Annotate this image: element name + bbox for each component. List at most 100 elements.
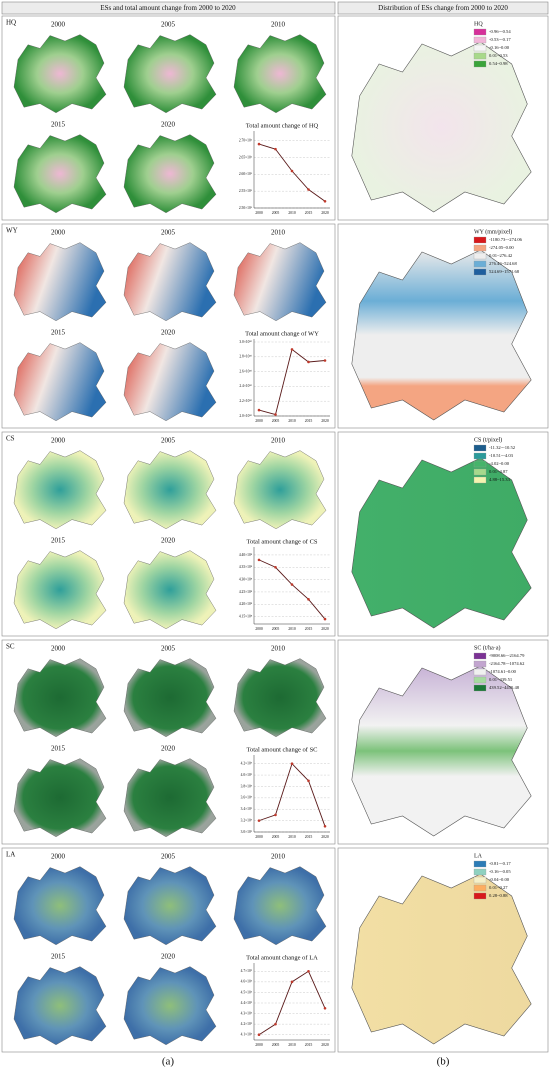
x-tick-label: 2020 [321, 627, 329, 631]
panel-frame [337, 223, 549, 429]
y-tick-label: 4.5×10⁵ [241, 990, 253, 994]
point [307, 779, 310, 783]
y-tick-label: 4.0×10⁹ [241, 773, 253, 777]
panel-frame [1, 223, 336, 429]
legend-label: -0.53~-0.17 [489, 37, 511, 42]
x-tick-label: 2000 [255, 1043, 263, 1047]
map [13, 450, 107, 530]
header-cell [1, 1, 336, 15]
x-tick-label: 2015 [305, 1043, 313, 1047]
legend-label: 0.01~4.87 [489, 469, 508, 474]
x-tick-label: 2000 [255, 211, 263, 215]
y-tick-label: 3.8×10⁹ [241, 784, 253, 788]
legend-swatch [473, 236, 487, 244]
service-label: SC [6, 643, 15, 651]
year-label: 2015 [51, 537, 66, 545]
year-label: 2020 [161, 953, 176, 961]
year-label: 2010 [271, 229, 286, 237]
y-tick-label: 2.60×10⁶ [239, 172, 253, 176]
year-label: 2005 [161, 229, 176, 237]
point [290, 762, 294, 765]
x-tick-label: 2020 [321, 835, 329, 839]
point [307, 598, 310, 601]
legend-label: -0.16~0.00 [489, 45, 510, 50]
panel-frame [337, 847, 549, 1053]
legend-swatch [473, 676, 487, 684]
map [123, 242, 217, 322]
year-label: 2005 [161, 853, 176, 861]
map [13, 966, 107, 1046]
y-tick-label: 4.30×10⁸ [239, 577, 253, 581]
legend-label: -9008.66~-2164.79 [489, 653, 525, 658]
map [13, 34, 107, 114]
panel-label: (a) [162, 1056, 175, 1068]
legend-label: 0.01~439.51 [489, 677, 513, 682]
map [13, 550, 107, 630]
x-tick-label: 2015 [305, 419, 313, 423]
change-map [350, 41, 533, 213]
map [123, 658, 217, 738]
year-label: 2005 [161, 645, 176, 653]
y-tick-label: 3.2×10⁹ [241, 818, 253, 822]
year-label: 2000 [51, 229, 66, 237]
y-tick-label: 2.8×10¹⁰ [239, 355, 252, 359]
legend-label: 524.69~1571.68 [489, 269, 520, 274]
legend-label: 0.01~0.53 [489, 53, 508, 58]
x-tick-label: 2010 [288, 211, 296, 215]
legend-label: 0.01~0.27 [489, 885, 508, 890]
legend-swatch [473, 460, 487, 468]
legend-swatch [473, 652, 487, 660]
map [123, 34, 217, 114]
point [307, 188, 310, 191]
panel-frame [337, 639, 549, 845]
x-tick-label: 2015 [305, 627, 313, 631]
x-tick-label: 2010 [288, 419, 296, 423]
year-label: 2010 [271, 21, 286, 29]
year-label: 2005 [161, 437, 176, 445]
panel-frame [1, 639, 336, 845]
year-label: 2015 [51, 953, 66, 961]
change-map [350, 665, 533, 837]
year-label: 2010 [271, 853, 286, 861]
y-tick-label: 2.4×10¹⁰ [239, 384, 252, 388]
panel-frame [1, 15, 336, 221]
legend-label: 0.01~276.42 [489, 253, 513, 258]
point [257, 1033, 261, 1037]
point [290, 348, 294, 351]
legend-label: -11.32~-10.52 [489, 445, 516, 450]
legend-title: CS (t/pixel) [474, 436, 502, 443]
legend-swatch [473, 668, 487, 676]
service-label: LA [6, 851, 15, 859]
point [257, 142, 261, 146]
legend-label: -1074.61~0.00 [489, 669, 517, 674]
map [123, 550, 217, 630]
year-label: 2010 [271, 645, 286, 653]
line [258, 559, 326, 620]
y-tick-label: 3.6×10⁹ [241, 796, 253, 800]
legend-swatch [473, 868, 487, 876]
legend-swatch [473, 660, 487, 668]
legend-label: -1180.73~-274.06 [489, 237, 523, 242]
y-tick-label: 2.0×10¹⁰ [239, 414, 252, 418]
point [257, 558, 261, 562]
legend-label: 439.52~4455.48 [489, 685, 520, 690]
x-tick-label: 2020 [321, 211, 329, 215]
change-map [350, 457, 533, 629]
header-right: Distribution of ESs change from 2000 to … [378, 4, 508, 12]
legend-title: SC (t/ha·a) [474, 644, 501, 651]
x-tick-label: 2005 [272, 835, 280, 839]
year-label: 2015 [51, 121, 66, 129]
legend-swatch [473, 444, 487, 452]
y-tick-label: 4.20×10⁸ [239, 602, 253, 606]
chart-title: Total amount change of HQ [246, 122, 319, 129]
point [323, 617, 327, 621]
point [290, 980, 294, 984]
point [274, 147, 277, 151]
point [323, 825, 327, 828]
y-tick-label: 4.35×10⁸ [239, 565, 253, 569]
map [233, 450, 327, 530]
y-tick-label: 2.6×10¹⁰ [239, 369, 252, 373]
legend-swatch [473, 252, 487, 260]
